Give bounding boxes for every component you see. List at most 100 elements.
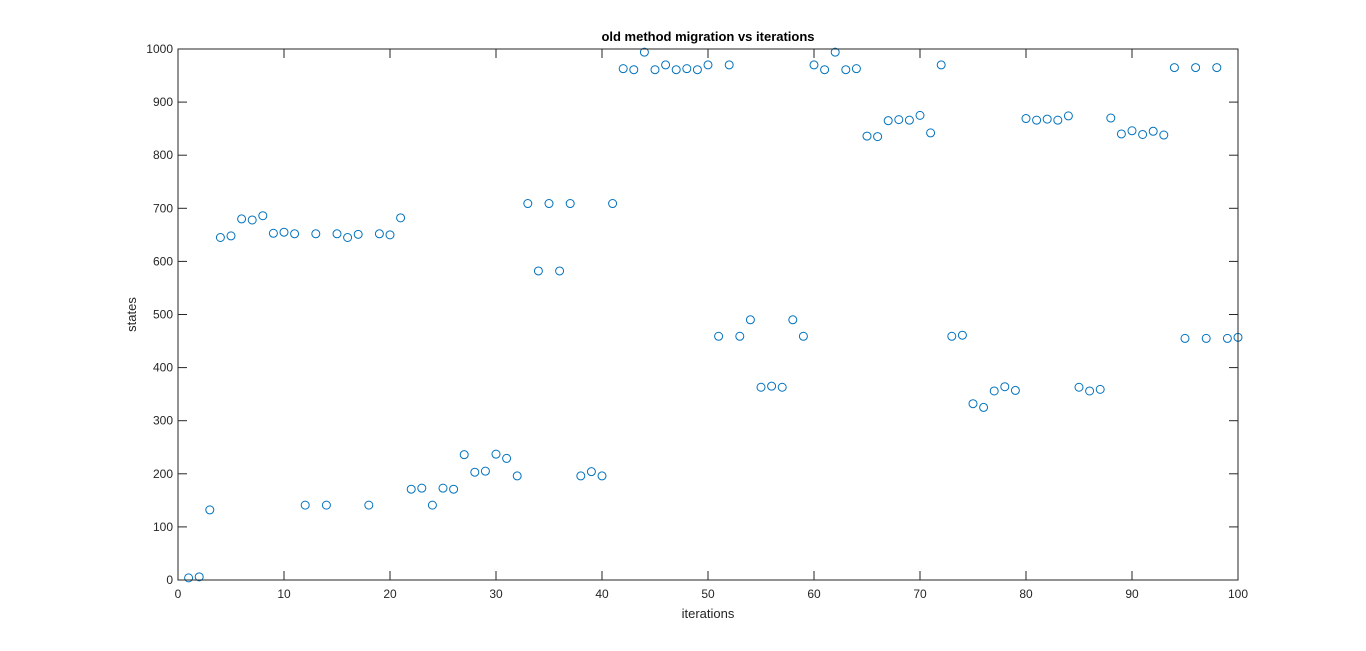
y-tick-label: 300 — [153, 414, 173, 428]
data-point — [629, 65, 639, 75]
data-point — [1085, 386, 1095, 396]
data-point — [703, 60, 713, 70]
data-point — [1201, 333, 1211, 343]
data-point — [597, 471, 607, 481]
data-point — [343, 233, 353, 243]
data-point — [968, 399, 978, 409]
data-point — [608, 199, 618, 209]
data-point — [873, 132, 883, 142]
data-point — [1063, 111, 1073, 121]
data-point — [512, 471, 522, 481]
axes-box — [177, 48, 1239, 581]
data-point — [692, 65, 702, 75]
data-point — [661, 60, 671, 70]
x-tick-label: 50 — [701, 587, 715, 601]
data-point — [470, 467, 480, 477]
data-point — [396, 213, 406, 223]
data-point — [671, 65, 681, 75]
x-tick-label: 70 — [913, 587, 927, 601]
data-point — [841, 65, 851, 75]
data-point — [957, 330, 967, 340]
y-tick-label: 800 — [153, 148, 173, 162]
y-tick-label: 900 — [153, 95, 173, 109]
chart-title: old method migration vs iterations — [601, 29, 814, 44]
data-point — [618, 64, 628, 74]
data-point — [1180, 333, 1190, 343]
data-point — [1021, 114, 1031, 124]
data-point — [311, 229, 321, 239]
data-point — [247, 215, 257, 225]
data-point — [777, 382, 787, 392]
data-point — [1053, 115, 1063, 125]
data-point — [205, 505, 215, 515]
y-axis-label: states — [124, 297, 139, 332]
data-point — [1116, 129, 1126, 139]
x-axis-label: iterations — [682, 606, 735, 621]
data-point — [767, 381, 777, 391]
x-tick-label: 90 — [1125, 587, 1139, 601]
data-point — [184, 573, 194, 583]
data-point — [226, 231, 236, 241]
data-point — [194, 572, 204, 582]
y-tick-label: 600 — [153, 254, 173, 268]
data-point — [1222, 333, 1232, 343]
data-point — [1169, 63, 1179, 73]
data-point — [1191, 63, 1201, 73]
data-markers — [184, 47, 1243, 583]
data-point — [438, 483, 448, 493]
data-point — [1159, 130, 1169, 140]
data-point — [576, 471, 586, 481]
data-point — [1074, 382, 1084, 392]
data-point — [332, 229, 342, 239]
data-point — [491, 449, 501, 459]
data-point — [756, 382, 766, 392]
data-point — [480, 466, 490, 476]
data-point — [682, 64, 692, 74]
data-point — [321, 500, 331, 510]
x-tick-label: 80 — [1019, 587, 1033, 601]
data-point — [586, 467, 596, 477]
x-tick-label: 20 — [383, 587, 397, 601]
data-point — [374, 229, 384, 239]
data-point — [565, 199, 575, 209]
data-point — [724, 60, 734, 70]
data-point — [862, 131, 872, 141]
data-point — [809, 60, 819, 70]
data-point — [1212, 63, 1222, 73]
x-tick-label: 30 — [489, 587, 503, 601]
data-point — [300, 500, 310, 510]
y-tick-label: 200 — [153, 467, 173, 481]
data-point — [1000, 382, 1010, 392]
y-tick-label: 0 — [166, 573, 173, 587]
data-point — [385, 230, 395, 240]
data-point — [268, 228, 278, 238]
data-point — [650, 65, 660, 75]
data-point — [820, 65, 830, 75]
data-point — [936, 60, 946, 70]
data-point — [533, 266, 543, 276]
data-point — [406, 484, 416, 494]
data-point — [1106, 113, 1116, 123]
data-point — [745, 315, 755, 325]
data-point — [427, 500, 437, 510]
data-point — [894, 115, 904, 125]
data-point — [798, 331, 808, 341]
y-tick-label: 400 — [153, 361, 173, 375]
data-point — [1095, 384, 1105, 394]
data-point — [788, 315, 798, 325]
y-tick-label: 1000 — [146, 42, 173, 56]
data-point — [459, 450, 469, 460]
data-point — [502, 453, 512, 463]
x-tick-label: 0 — [175, 587, 182, 601]
data-point — [237, 214, 247, 224]
data-point — [979, 402, 989, 412]
x-tick-label: 60 — [807, 587, 821, 601]
data-point — [735, 331, 745, 341]
data-point — [639, 47, 649, 57]
data-point — [851, 64, 861, 74]
data-point — [258, 211, 268, 221]
plot-area — [178, 49, 1238, 580]
data-point — [1127, 126, 1137, 136]
data-point — [544, 199, 554, 209]
